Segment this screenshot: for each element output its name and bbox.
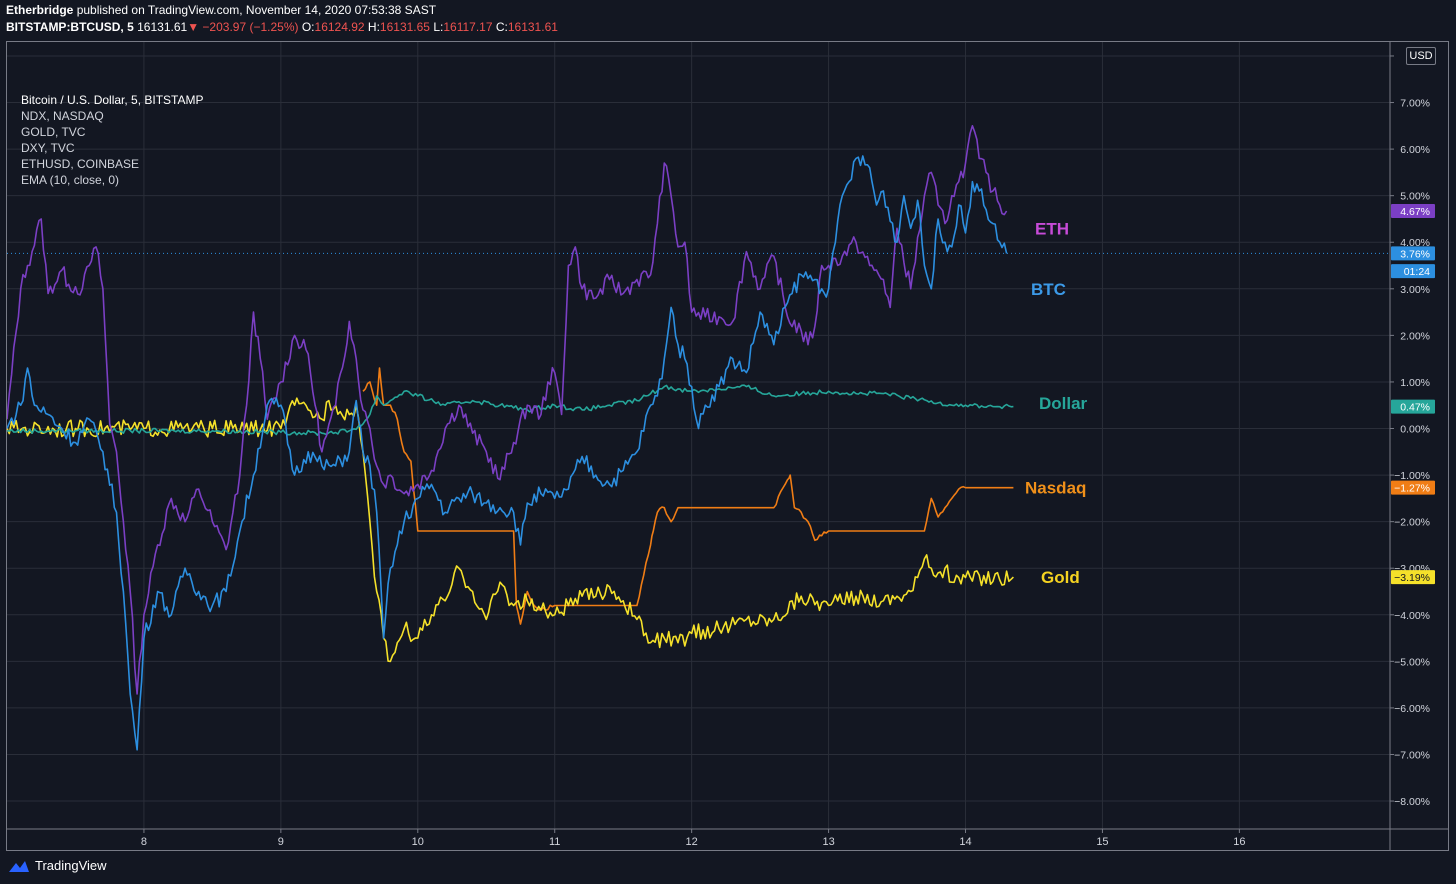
x-tick-label: 14 [959,836,971,848]
gold-price-badge-bg [1391,570,1435,585]
y-tick-label: −8.00% [1394,796,1430,808]
x-tick-label: 9 [278,836,284,848]
x-tick-label: 8 [141,836,147,848]
legend-item-btc[interactable]: Bitcoin / U.S. Dollar, 5, BITSTAMP [21,93,204,107]
chart-panel[interactable]: 8 7.00% 6.00% 5.00% 4.00% 3.00% 2.00% 1.00% 0.00… [6,41,1449,851]
y-tick-label: −4.00% [1394,610,1430,622]
series-line-btc [7,155,1008,751]
y-tick-label: 5.00% [1400,191,1430,203]
open-value: 16124.92 [314,20,365,34]
close-value: 16131.61 [507,20,558,34]
btc-countdown-badge: 01:24 [1391,264,1435,279]
legend-item-eth[interactable]: ETHUSD, COINBASE [21,157,140,171]
series-label-dollar: Dollar [1039,394,1088,413]
nasdaq-price-badge-text: −1.27% [1394,483,1430,495]
x-tick-label: 11 [549,836,560,848]
down-arrow-icon: ▼ [187,20,200,34]
x-tick-label: 12 [686,836,698,848]
legend-item-gold[interactable]: GOLD, TVC [21,125,86,139]
currency-button[interactable]: USD [1406,47,1436,65]
low-value: 16117.17 [443,20,493,34]
nasdaq-price-badge-bg [1391,480,1435,495]
tradingview-logo-icon [9,860,29,872]
y-tick-label: 4.00% [1400,237,1430,249]
series-line-eth [7,125,1008,695]
x-tick-label: 10 [412,836,424,848]
series-label-btc: BTC [1031,280,1066,299]
gold-price-badge: −3.19% [1391,570,1435,585]
y-tick-label: 3.00% [1400,284,1430,296]
symbol-label: BITSTAMP:BTCUSD, 5 [6,20,134,34]
legend-item-ndx[interactable]: NDX, NASDAQ [21,109,104,123]
x-tick-label: 16 [1233,836,1245,848]
series-line-dollar [7,384,1014,436]
dollar-price-badge-text: 0.47% [1400,402,1430,414]
ohlc-bar: BITSTAMP:BTCUSD, 5 16131.61▼ −203.97 (−1… [6,20,558,34]
y-tick-label: −7.00% [1394,749,1430,761]
series-label-nasdaq: Nasdaq [1025,479,1086,498]
y-tick-label: −2.00% [1394,517,1430,529]
y-tick-label: 2.00% [1400,330,1430,342]
btc-countdown-badge-bg [1391,264,1435,279]
price-change: −203.97 (−1.25%) [202,20,299,34]
series-label-eth: ETH [1035,219,1069,238]
eth-price-badge: 4.67% [1391,204,1435,219]
publish-info: Etherbridge published on TradingView.com… [6,3,436,17]
btc-countdown-badge-text: 01:24 [1404,266,1430,278]
series-line-gold [7,397,1014,663]
footer-brand[interactable]: TradingView [8,858,107,873]
y-tick-label: 0.00% [1400,424,1430,436]
last-price: 16131.61 [137,20,188,34]
eth-price-badge-bg [1391,204,1435,219]
legend-item-ema[interactable]: EMA (10, close, 0) [21,173,120,187]
symbol-legend: Bitcoin / U.S. Dollar, 5, BITSTAMP NDX, … [21,92,204,188]
chart-canvas[interactable]: 8 7.00% 6.00% 5.00% 4.00% 3.00% 2.00% 1.00% 0.00… [7,42,1448,850]
series-label-gold: Gold [1041,568,1080,587]
low-label: L: [433,20,444,34]
y-tick-label: 6.00% [1400,144,1430,156]
y-tick-label: −5.00% [1394,656,1430,668]
btc-price-badge: 3.76% [1391,246,1435,261]
x-tick-label: 13 [822,836,834,848]
y-tick-label: 7.00% [1400,98,1430,110]
high-label: H: [367,20,380,34]
legend-item-dxy[interactable]: DXY, TVC [21,141,75,155]
high-value: 16131.65 [379,20,430,34]
gold-price-badge-text: −3.19% [1394,572,1430,584]
brand-name: TradingView [35,858,107,873]
dollar-price-badge-bg [1391,399,1435,414]
nasdaq-price-badge: −1.27% [1391,480,1435,495]
close-label: C: [495,20,508,34]
series-line-nasdaq [362,367,1014,625]
btc-price-badge-text: 3.76% [1400,248,1430,260]
dollar-price-badge: 0.47% [1391,399,1435,414]
publish-text: published on TradingView.com, November 1… [76,3,437,17]
x-tick-label: 15 [1096,836,1108,848]
open-label: O: [301,20,315,34]
eth-price-badge-text: 4.67% [1400,206,1430,218]
y-tick-label: −6.00% [1394,703,1430,715]
btc-price-badge-bg [1391,246,1435,261]
y-tick-label: −1.00% [1394,470,1430,482]
y-tick-label: 1.00% [1400,377,1430,389]
author-name[interactable]: Etherbridge [6,3,74,17]
